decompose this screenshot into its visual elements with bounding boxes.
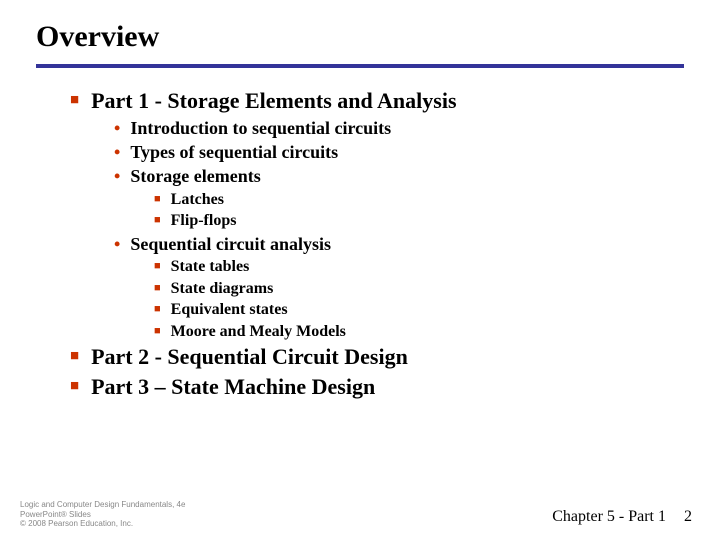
item-label: Introduction to sequential circuits bbox=[130, 116, 391, 140]
square-bullet-icon: ■ bbox=[70, 86, 79, 116]
part3-heading: ■ Part 3 – State Machine Design bbox=[70, 372, 720, 402]
square-bullet-icon: ■ bbox=[154, 299, 161, 321]
item-label: Storage elements bbox=[130, 164, 260, 188]
part1-label: Part 1 - Storage Elements and Analysis bbox=[91, 86, 456, 116]
square-bullet-icon: ■ bbox=[154, 210, 161, 232]
page-number: 2 bbox=[684, 508, 692, 526]
item-label: State tables bbox=[171, 256, 250, 278]
chapter-label: Chapter 5 - Part 1 bbox=[552, 508, 666, 525]
part2-label: Part 2 - Sequential Circuit Design bbox=[91, 342, 408, 372]
list-item: • Types of sequential circuits bbox=[114, 140, 720, 164]
list-item: • Sequential circuit analysis bbox=[114, 232, 720, 256]
dot-bullet-icon: • bbox=[114, 116, 120, 140]
list-item: ■ Latches bbox=[154, 189, 720, 211]
part3-label: Part 3 – State Machine Design bbox=[91, 372, 375, 402]
footer-line1: Logic and Computer Design Fundamentals, … bbox=[20, 500, 185, 509]
item-label: State diagrams bbox=[171, 278, 274, 300]
square-bullet-icon: ■ bbox=[154, 278, 161, 300]
footer-line3: © 2008 Pearson Education, Inc. bbox=[20, 519, 185, 528]
list-item: ■ Flip-flops bbox=[154, 210, 720, 232]
square-bullet-icon: ■ bbox=[70, 342, 79, 372]
list-item: ■ State diagrams bbox=[154, 278, 720, 300]
item-label: Moore and Mealy Models bbox=[171, 321, 346, 343]
list-item: ■ State tables bbox=[154, 256, 720, 278]
analysis-sub: ■ State tables ■ State diagrams ■ Equiva… bbox=[114, 256, 720, 342]
item-label: Flip-flops bbox=[171, 210, 237, 232]
dot-bullet-icon: • bbox=[114, 140, 120, 164]
list-item: ■ Moore and Mealy Models bbox=[154, 321, 720, 343]
slide-title: Overview bbox=[0, 0, 720, 64]
item-label: Equivalent states bbox=[171, 299, 288, 321]
list-item: • Introduction to sequential circuits bbox=[114, 116, 720, 140]
dot-bullet-icon: • bbox=[114, 232, 120, 256]
item-label: Types of sequential circuits bbox=[130, 140, 338, 164]
footer-copyright: Logic and Computer Design Fundamentals, … bbox=[20, 500, 185, 528]
square-bullet-icon: ■ bbox=[154, 256, 161, 278]
footer-page-info: Chapter 5 - Part 1 2 bbox=[552, 508, 692, 526]
outline-content: ■ Part 1 - Storage Elements and Analysis… bbox=[0, 86, 720, 402]
square-bullet-icon: ■ bbox=[154, 321, 161, 343]
storage-elements-sub: ■ Latches ■ Flip-flops bbox=[114, 189, 720, 232]
part1-heading: ■ Part 1 - Storage Elements and Analysis bbox=[70, 86, 720, 116]
dot-bullet-icon: • bbox=[114, 164, 120, 188]
item-label: Latches bbox=[171, 189, 224, 211]
part1-items: • Introduction to sequential circuits • … bbox=[70, 116, 720, 343]
square-bullet-icon: ■ bbox=[70, 372, 79, 402]
footer-line2: PowerPoint® Slides bbox=[20, 510, 185, 519]
list-item: • Storage elements bbox=[114, 164, 720, 188]
part2-heading: ■ Part 2 - Sequential Circuit Design bbox=[70, 342, 720, 372]
title-rule bbox=[36, 64, 684, 68]
item-label: Sequential circuit analysis bbox=[130, 232, 331, 256]
square-bullet-icon: ■ bbox=[154, 189, 161, 211]
list-item: ■ Equivalent states bbox=[154, 299, 720, 321]
